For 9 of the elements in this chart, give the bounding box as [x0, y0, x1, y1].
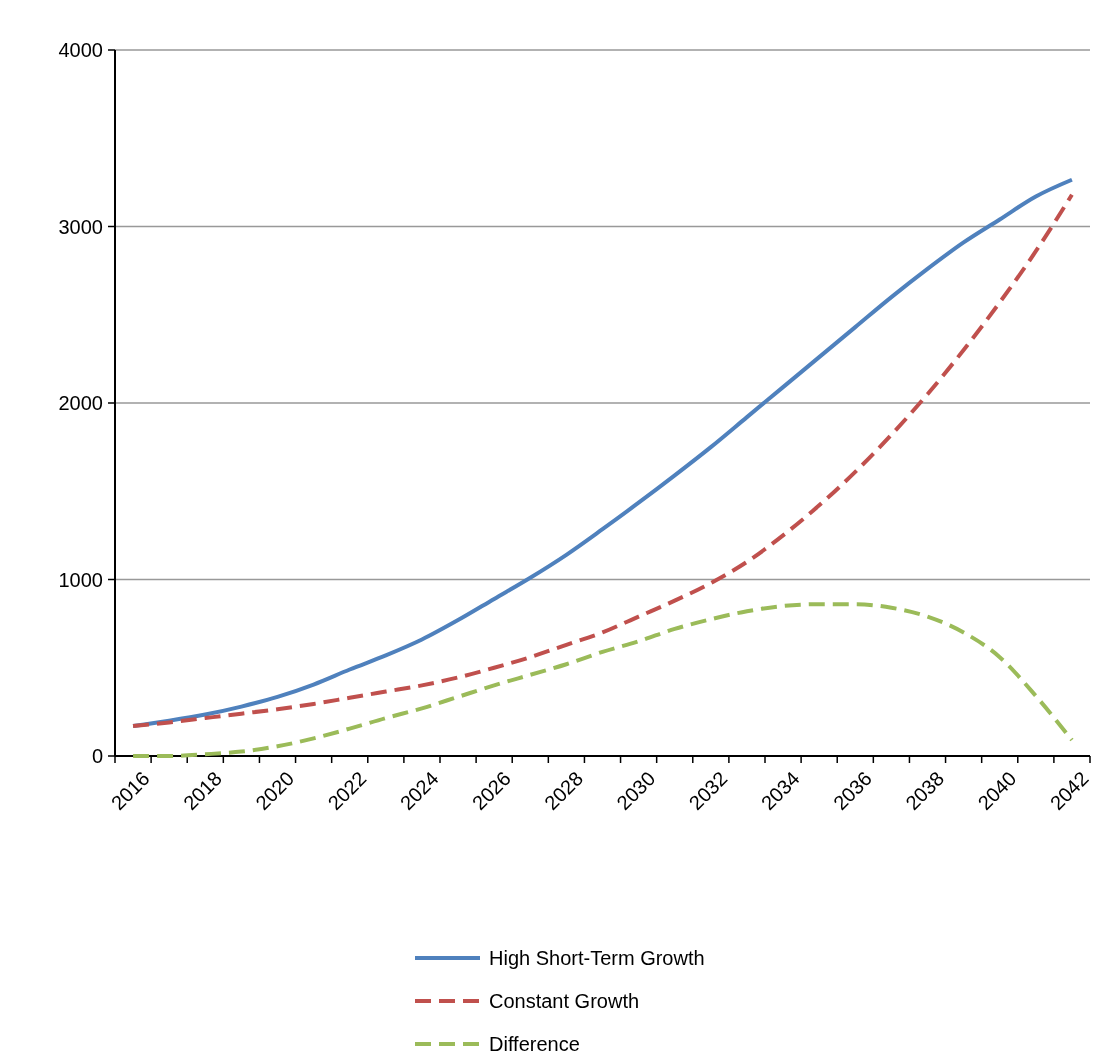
y-tick-label: 1000	[58, 568, 103, 591]
y-tick-label: 4000	[58, 39, 103, 61]
line-series	[131, 602, 1074, 758]
legend-label: Constant Growth	[489, 990, 640, 1012]
legend-label: Difference	[489, 1033, 580, 1055]
legend-label: High Short-Term Growth	[489, 947, 705, 969]
y-tick-label: 0	[91, 745, 103, 767]
y-tick-label: 2000	[58, 392, 103, 414]
y-tick-label: 3000	[58, 215, 103, 238]
